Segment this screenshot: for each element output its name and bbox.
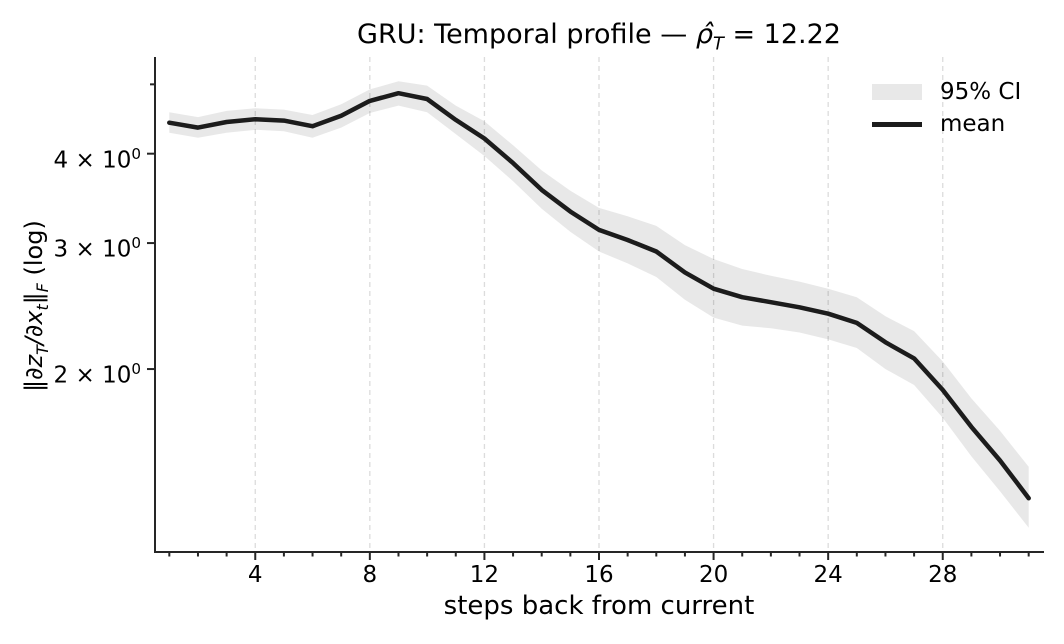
x-tick-label: 24: [813, 562, 843, 588]
chart-title-value: = 12.22: [723, 19, 841, 50]
x-tick-label: 12: [469, 562, 500, 588]
mean-line: [167, 90, 1031, 501]
legend: 95% CI mean: [872, 76, 1021, 140]
x-tick-label: 4: [247, 562, 263, 588]
y-tick-label: 2 × 100: [53, 360, 141, 389]
legend-entry-mean: mean: [872, 108, 1021, 140]
x-tick-label: 20: [698, 562, 729, 588]
x-tick-label: 28: [928, 562, 958, 588]
legend-label-mean: mean: [940, 111, 1006, 137]
legend-label-ci: 95% CI: [940, 79, 1022, 105]
x-axis-label: steps back from current: [443, 591, 755, 621]
chart-title-prefix: GRU: Temporal profile —: [357, 19, 696, 50]
rho-hat-symbol: ρ̂: [695, 19, 713, 50]
ci-band: [169, 81, 1029, 528]
y-tick-label: 3 × 100: [53, 234, 141, 263]
legend-entry-ci: 95% CI: [872, 76, 1021, 108]
mean-line-swatch: [872, 121, 922, 127]
y-tick-label: 4 × 100: [53, 144, 141, 174]
x-tick-label: 16: [584, 562, 614, 588]
rho-hat-subscript: T: [712, 33, 724, 55]
x-tick-label: 8: [362, 562, 378, 588]
ci-band-swatch: [872, 84, 922, 100]
chart-title: GRU: Temporal profile — ρ̂T = 12.22: [155, 18, 1043, 61]
